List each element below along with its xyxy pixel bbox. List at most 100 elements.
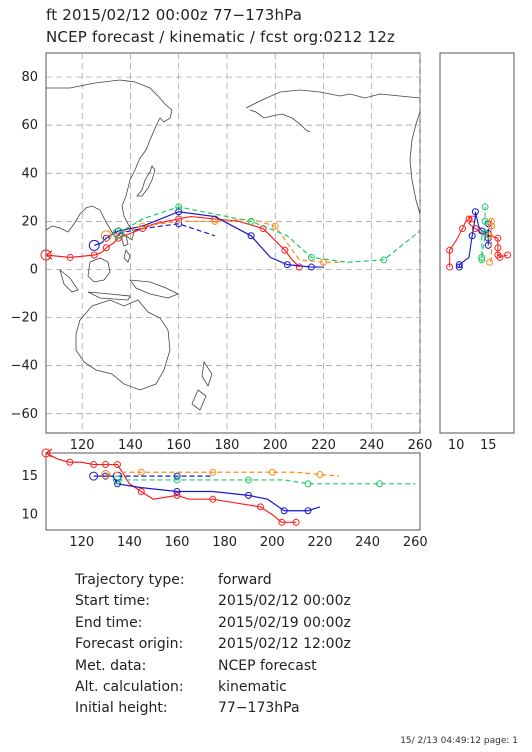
height-marker bbox=[494, 244, 502, 252]
trajectory-marker bbox=[40, 249, 52, 261]
pressure-marker bbox=[292, 518, 300, 526]
height-marker bbox=[494, 234, 502, 242]
trajectory-marker bbox=[319, 258, 327, 266]
chart-title: ft 2015/02/12 00:00z 77−173hPa bbox=[46, 6, 303, 24]
pressure-marker bbox=[112, 475, 122, 485]
map-x-tick-label: 260 bbox=[408, 438, 433, 453]
bottom-panel-lines bbox=[41, 448, 416, 526]
map-y-tick-label: −20 bbox=[11, 311, 38, 326]
map-x-tick-label: 140 bbox=[118, 438, 143, 453]
map-y-tick-label: 80 bbox=[21, 70, 38, 85]
pressure-marker bbox=[244, 476, 252, 484]
main-map-y-ticks: −60 −40 −20 0 20 40 60 80 bbox=[11, 70, 38, 422]
height-marker bbox=[465, 215, 473, 223]
height-marker bbox=[487, 222, 495, 230]
trajectory-marker bbox=[283, 261, 291, 269]
map-x-tick-label: 120 bbox=[70, 438, 95, 453]
trajectory-line bbox=[94, 211, 324, 268]
height-marker bbox=[446, 246, 454, 254]
bottom-x-tick-label: 260 bbox=[403, 535, 428, 550]
trajectory-marker bbox=[307, 263, 315, 271]
bottom-x-tick-label: 240 bbox=[355, 535, 380, 550]
height-line bbox=[488, 218, 493, 263]
pressure-marker bbox=[102, 461, 110, 469]
pressure-marker bbox=[173, 476, 181, 484]
height-x-tick-label: 10 bbox=[448, 438, 465, 453]
pressure-marker bbox=[316, 471, 324, 479]
pressure-marker bbox=[173, 488, 181, 495]
trajectory-marker bbox=[307, 253, 315, 261]
height-marker bbox=[478, 256, 486, 264]
pressure-marker bbox=[113, 480, 121, 488]
trajectory-marker bbox=[295, 263, 303, 271]
pressure-marker bbox=[209, 495, 217, 503]
pressure-marker bbox=[304, 507, 312, 515]
map-x-tick-label: 240 bbox=[359, 438, 384, 453]
main-map-x-ticks: 120 140 160 180 200 220 240 260 bbox=[70, 438, 433, 453]
pressure-marker bbox=[280, 507, 288, 515]
coastlines bbox=[45, 79, 421, 411]
height-panel-lines bbox=[446, 203, 512, 271]
trajectory-marker bbox=[271, 222, 279, 230]
trajectory-marker bbox=[247, 232, 255, 240]
trajectory-line bbox=[106, 218, 343, 263]
bottom-panel-x-ticks: 120 140 160 180 200 220 240 260 bbox=[69, 535, 427, 550]
map-y-tick-label: −60 bbox=[11, 407, 38, 422]
start-arrow bbox=[44, 448, 53, 458]
height-line bbox=[481, 206, 486, 263]
pressure-line bbox=[117, 479, 416, 485]
pressure-marker bbox=[41, 448, 51, 458]
height-marker bbox=[455, 263, 463, 271]
pressure-line bbox=[105, 471, 340, 477]
map-y-tick-label: 20 bbox=[21, 214, 38, 229]
bottom-x-tick-label: 180 bbox=[212, 535, 237, 550]
page-stamp: 15/ 2/13 04:49:12 page: 1 bbox=[400, 736, 518, 746]
pressure-marker bbox=[268, 468, 276, 476]
height-marker bbox=[481, 203, 489, 211]
pressure-marker bbox=[209, 468, 217, 476]
pressure-marker bbox=[173, 491, 181, 499]
pressure-marker bbox=[256, 503, 264, 511]
height-marker bbox=[481, 229, 489, 237]
chart-subtitle: NCEP forecast / kinematic / fcst org:021… bbox=[46, 28, 396, 46]
height-marker bbox=[471, 225, 479, 233]
trajectory-lines bbox=[40, 203, 421, 271]
bottom-x-tick-label: 200 bbox=[260, 535, 285, 550]
trajectory-marker bbox=[247, 217, 255, 225]
pressure-line bbox=[93, 475, 321, 512]
main-map-grid bbox=[46, 53, 421, 433]
pressure-marker bbox=[173, 472, 181, 480]
trajectory-line bbox=[118, 223, 216, 237]
height-profile-panel: 10 15 bbox=[439, 52, 515, 453]
pressure-marker bbox=[376, 480, 384, 488]
trajectory-line bbox=[118, 206, 421, 263]
pressure-marker bbox=[113, 461, 121, 469]
start-arrow bbox=[44, 250, 53, 260]
height-marker bbox=[486, 258, 494, 266]
trajectory-marker bbox=[114, 234, 122, 242]
bottom-x-tick-label: 120 bbox=[69, 535, 94, 550]
height-panel-x-ticks: 10 15 bbox=[448, 438, 497, 453]
height-marker bbox=[468, 232, 476, 240]
height-marker bbox=[494, 251, 502, 259]
map-y-tick-label: 60 bbox=[21, 118, 38, 133]
pressure-marker bbox=[304, 480, 312, 488]
main-map-frame bbox=[45, 52, 421, 434]
height-line bbox=[458, 211, 489, 268]
trajectory-marker bbox=[175, 203, 183, 211]
pressure-marker bbox=[101, 470, 111, 480]
pressure-marker bbox=[66, 458, 74, 466]
height-marker bbox=[481, 217, 489, 225]
map-y-tick-label: 40 bbox=[21, 166, 38, 181]
height-line bbox=[449, 215, 508, 268]
height-marker bbox=[471, 208, 479, 216]
height-x-tick-label: 15 bbox=[480, 438, 497, 453]
trajectory-marker bbox=[211, 217, 219, 225]
trajectory-marker bbox=[139, 222, 147, 230]
trajectory-marker bbox=[380, 256, 388, 264]
pressure-marker bbox=[137, 468, 145, 476]
bottom-y-tick-label: 10 bbox=[21, 508, 38, 523]
height-marker bbox=[504, 251, 512, 259]
height-marker bbox=[446, 263, 454, 271]
